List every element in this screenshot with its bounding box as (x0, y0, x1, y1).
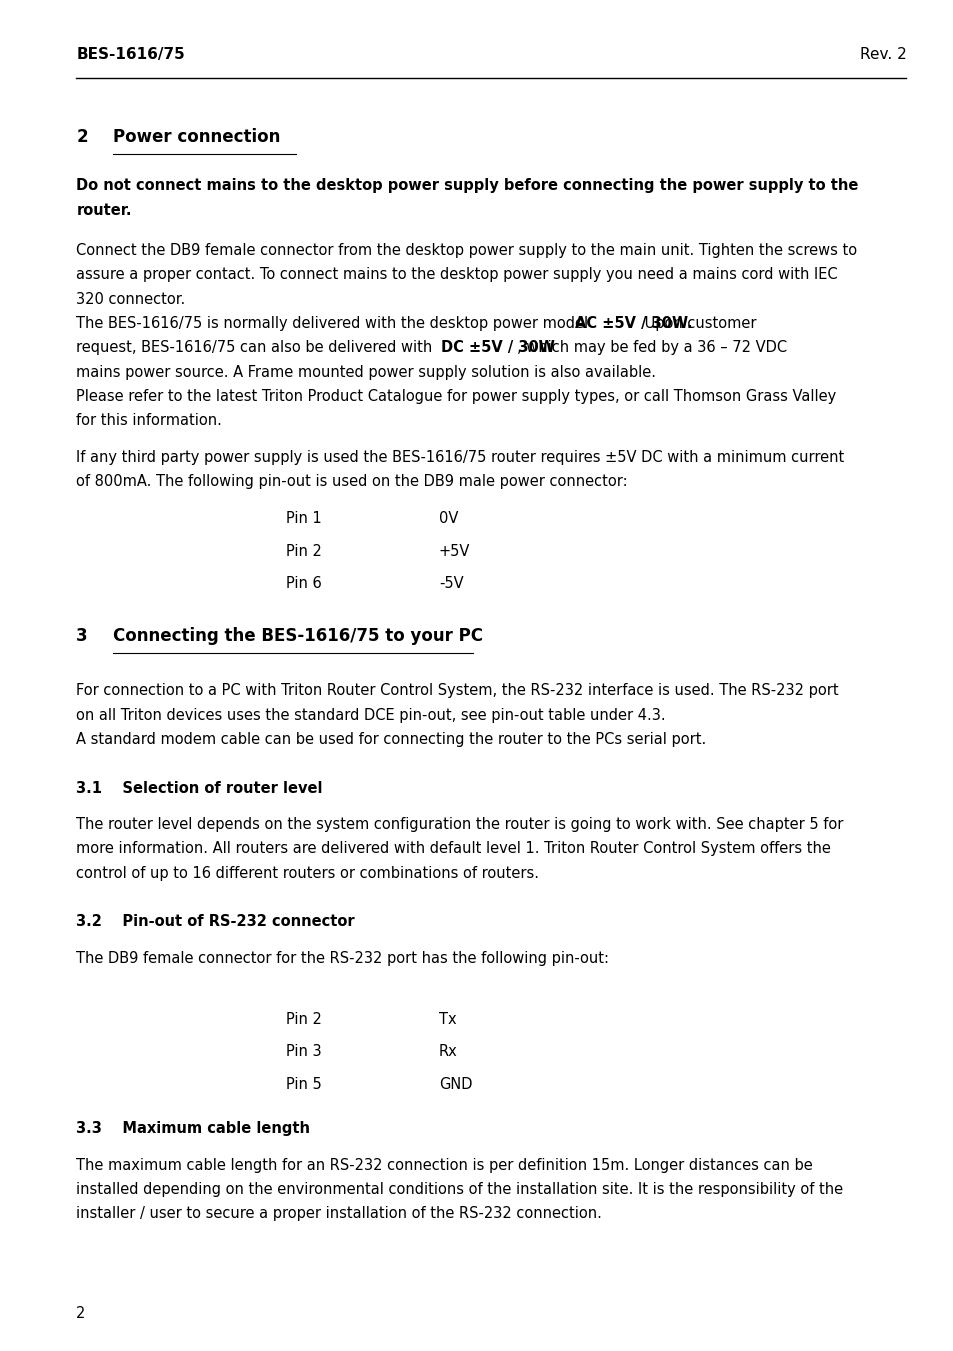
Text: The maximum cable length for an RS-232 connection is per definition 15m. Longer : The maximum cable length for an RS-232 c… (76, 1158, 812, 1173)
Text: Do not connect mains to the desktop power supply before connecting the power sup: Do not connect mains to the desktop powe… (76, 178, 858, 193)
Text: 320 connector.: 320 connector. (76, 292, 186, 307)
Text: +5V: +5V (438, 543, 470, 558)
Text: Rev. 2: Rev. 2 (859, 47, 905, 62)
Text: The router level depends on the system configuration the router is going to work: The router level depends on the system c… (76, 817, 842, 832)
Text: The DB9 female connector for the RS-232 port has the following pin-out:: The DB9 female connector for the RS-232 … (76, 951, 609, 966)
Text: mains power source. A Frame mounted power supply solution is also available.: mains power source. A Frame mounted powe… (76, 365, 656, 380)
Text: router.: router. (76, 203, 132, 218)
Text: For connection to a PC with Triton Router Control System, the RS-232 interface i: For connection to a PC with Triton Route… (76, 684, 838, 698)
Text: of 800mA. The following pin-out is used on the DB9 male power connector:: of 800mA. The following pin-out is used … (76, 474, 627, 489)
Text: 3.1    Selection of router level: 3.1 Selection of router level (76, 781, 322, 796)
Text: Pin 1: Pin 1 (286, 511, 321, 526)
Text: installed depending on the environmental conditions of the installation site. It: installed depending on the environmental… (76, 1182, 842, 1197)
Text: 3.3    Maximum cable length: 3.3 Maximum cable length (76, 1121, 310, 1136)
Text: Connecting the BES-1616/75 to your PC: Connecting the BES-1616/75 to your PC (112, 627, 482, 646)
Text: control of up to 16 different routers or combinations of routers.: control of up to 16 different routers or… (76, 866, 538, 881)
Text: installer / user to secure a proper installation of the RS-232 connection.: installer / user to secure a proper inst… (76, 1206, 601, 1221)
Text: Pin 6: Pin 6 (286, 577, 321, 592)
Text: A standard modem cable can be used for connecting the router to the PCs serial p: A standard modem cable can be used for c… (76, 732, 706, 747)
Text: request, BES-1616/75 can also be delivered with: request, BES-1616/75 can also be deliver… (76, 340, 436, 355)
Text: BES-1616/75: BES-1616/75 (76, 47, 185, 62)
Text: more information. All routers are delivered with default level 1. Triton Router : more information. All routers are delive… (76, 842, 830, 857)
Text: Pin 2: Pin 2 (286, 543, 322, 558)
Text: Upon customer: Upon customer (639, 316, 756, 331)
Text: 2: 2 (76, 1306, 86, 1321)
Text: -5V: -5V (438, 577, 463, 592)
Text: The BES-1616/75 is normally delivered with the desktop power model: The BES-1616/75 is normally delivered wi… (76, 316, 593, 331)
Text: for this information.: for this information. (76, 413, 222, 428)
Text: 3: 3 (76, 627, 88, 646)
Text: If any third party power supply is used the BES-1616/75 router requires ±5V DC w: If any third party power supply is used … (76, 450, 843, 465)
Text: , which may be fed by a 36 – 72 VDC: , which may be fed by a 36 – 72 VDC (517, 340, 786, 355)
Text: Power connection: Power connection (112, 128, 279, 146)
Text: 3.2    Pin-out of RS-232 connector: 3.2 Pin-out of RS-232 connector (76, 915, 355, 929)
Text: Please refer to the latest Triton Product Catalogue for power supply types, or c: Please refer to the latest Triton Produc… (76, 389, 836, 404)
Text: Connect the DB9 female connector from the desktop power supply to the main unit.: Connect the DB9 female connector from th… (76, 243, 857, 258)
Text: Pin 2: Pin 2 (286, 1012, 322, 1027)
Text: Pin 5: Pin 5 (286, 1077, 321, 1093)
Text: Tx: Tx (438, 1012, 456, 1027)
Text: on all Triton devices uses the standard DCE pin-out, see pin-out table under 4.3: on all Triton devices uses the standard … (76, 708, 665, 723)
Text: 2: 2 (76, 128, 88, 146)
Text: assure a proper contact. To connect mains to the desktop power supply you need a: assure a proper contact. To connect main… (76, 267, 837, 282)
Text: Rx: Rx (438, 1044, 457, 1059)
Text: GND: GND (438, 1077, 472, 1093)
Text: DC ±5V / 30W: DC ±5V / 30W (440, 340, 554, 355)
Text: AC ±5V / 30W.: AC ±5V / 30W. (575, 316, 692, 331)
Text: 0V: 0V (438, 511, 457, 526)
Text: Pin 3: Pin 3 (286, 1044, 321, 1059)
